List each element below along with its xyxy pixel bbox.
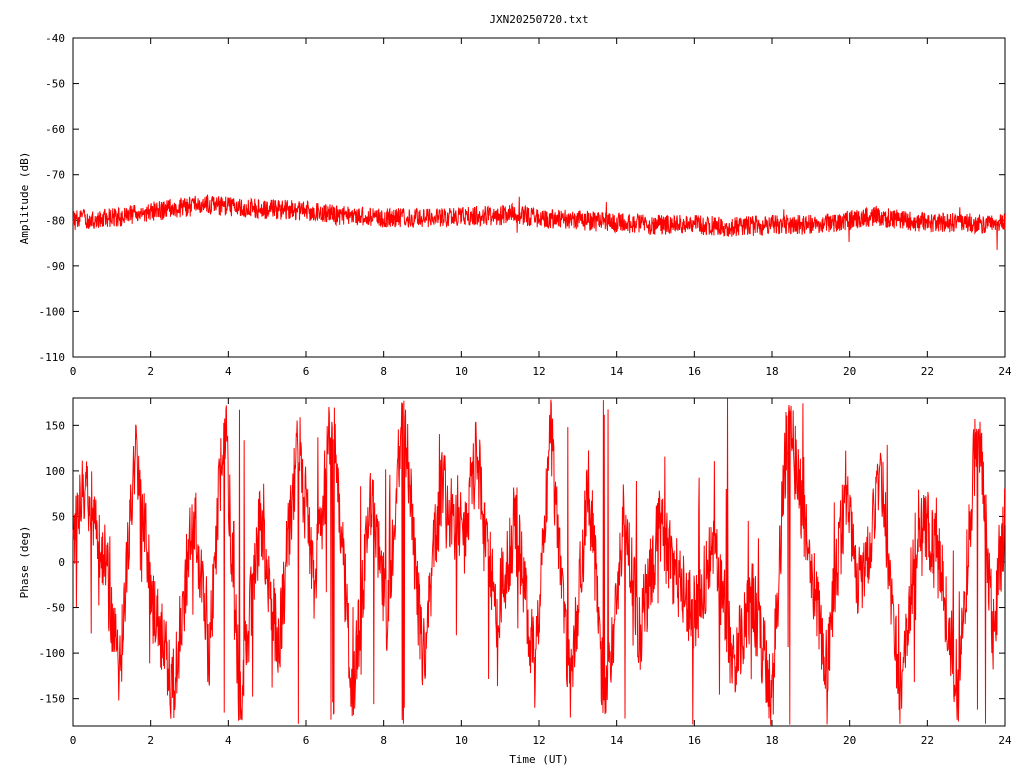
y-tick-label: -70 bbox=[45, 169, 65, 182]
y-tick-label: 50 bbox=[52, 510, 65, 523]
y-tick-label: 0 bbox=[58, 556, 65, 569]
x-tick-label: 0 bbox=[70, 734, 77, 747]
x-tick-label: 10 bbox=[455, 365, 468, 378]
x-tick-label: 20 bbox=[843, 365, 856, 378]
x-tick-label: 16 bbox=[688, 734, 701, 747]
x-tick-label: 18 bbox=[765, 365, 778, 378]
x-tick-label: 24 bbox=[998, 365, 1012, 378]
x-tick-label: 0 bbox=[70, 365, 77, 378]
x-tick-label: 22 bbox=[921, 734, 934, 747]
x-tick-label: 2 bbox=[147, 365, 154, 378]
x-axis-label: Time (UT) bbox=[509, 753, 569, 766]
y-tick-label: -80 bbox=[45, 214, 65, 227]
x-tick-label: 4 bbox=[225, 734, 232, 747]
x-tick-label: 14 bbox=[610, 734, 624, 747]
x-tick-label: 24 bbox=[998, 734, 1012, 747]
y-tick-label: -90 bbox=[45, 260, 65, 273]
y-tick-label: -100 bbox=[39, 647, 66, 660]
y-tick-label: -110 bbox=[39, 351, 66, 364]
y-tick-label: -150 bbox=[39, 693, 66, 706]
x-tick-label: 8 bbox=[380, 734, 387, 747]
y-tick-label: -50 bbox=[45, 602, 65, 615]
phase-panel: 0 2 4 6 8 10 12 14 16 18 20 22 24150100500-50-100-15… bbox=[39, 397, 1012, 747]
x-tick-label: 20 bbox=[843, 734, 856, 747]
y-tick-label: -50 bbox=[45, 78, 65, 91]
phase-y-axis-label: Phase (deg) bbox=[18, 526, 31, 599]
x-tick-label: 4 bbox=[225, 365, 232, 378]
x-tick-label: 10 bbox=[455, 734, 468, 747]
x-tick-label: 2 bbox=[147, 734, 154, 747]
y-tick-label: -60 bbox=[45, 123, 65, 136]
x-tick-label: 12 bbox=[532, 734, 545, 747]
x-tick-label: 6 bbox=[303, 734, 310, 747]
x-tick-label: 12 bbox=[532, 365, 545, 378]
amplitude-panel: 0 2 4 6 8 10 12 14 16 18 20 22 24-40-50-60-70-80-90-… bbox=[39, 32, 1012, 378]
amplitude-y-axis-label: Amplitude (dB) bbox=[18, 152, 31, 245]
chart-title: JXN20250720.txt bbox=[489, 13, 588, 26]
y-tick-label: 150 bbox=[45, 419, 65, 432]
x-tick-label: 8 bbox=[380, 365, 387, 378]
x-tick-label: 6 bbox=[303, 365, 310, 378]
x-tick-label: 14 bbox=[610, 365, 624, 378]
y-tick-label: 100 bbox=[45, 465, 65, 478]
y-tick-label: -40 bbox=[45, 32, 65, 45]
x-tick-label: 16 bbox=[688, 365, 701, 378]
phase-series-line bbox=[72, 398, 1006, 726]
y-tick-label: -100 bbox=[39, 305, 66, 318]
amplitude-series-line bbox=[72, 194, 1006, 250]
x-tick-label: 22 bbox=[921, 365, 934, 378]
x-tick-label: 18 bbox=[765, 734, 778, 747]
